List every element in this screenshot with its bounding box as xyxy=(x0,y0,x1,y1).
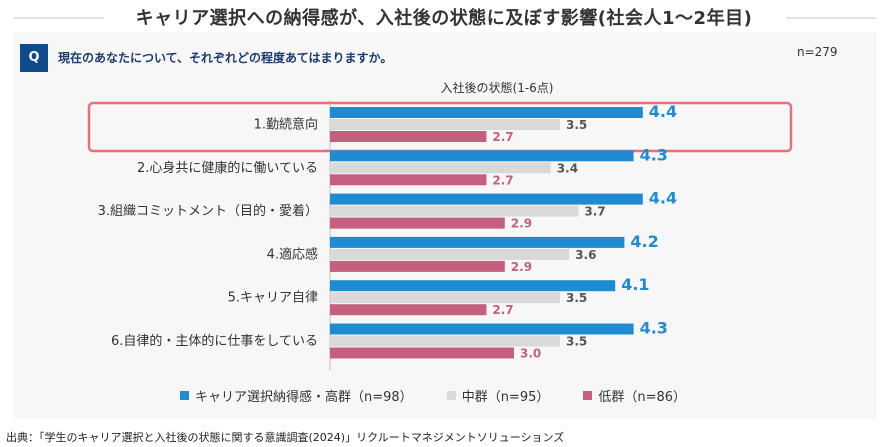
bar-low xyxy=(330,131,487,142)
legend-item-high: キャリア選択納得感・高群（n=98） xyxy=(180,386,413,405)
source-note: 出典：「学生のキャリア選択と入社後の状態に関する意識調査(2024)」リクルート… xyxy=(6,431,565,444)
data-label-low: 2.7 xyxy=(492,130,513,144)
category-label: 6.自律的・主体的に仕事をしている xyxy=(111,333,318,349)
bar-low xyxy=(330,260,505,272)
legend-swatch-low xyxy=(583,391,593,400)
legend-swatch-mid xyxy=(446,391,456,400)
bar-high xyxy=(330,323,634,335)
chart-title: キャリア選択への納得感が、入社後の状態に及ぼす影響(社会人1～2年目) xyxy=(135,8,753,29)
legend-label-high: キャリア選択納得感・高群（n=98） xyxy=(195,390,413,405)
bar-low xyxy=(330,174,487,186)
data-label-mid: 3.4 xyxy=(557,161,578,175)
bar-mid xyxy=(330,292,560,304)
legend-swatch-high xyxy=(180,391,189,400)
data-label-mid: 3.7 xyxy=(584,205,605,219)
data-label-high: 4.3 xyxy=(640,319,668,338)
data-label-mid: 3.5 xyxy=(566,335,587,349)
question-badge: Q xyxy=(20,44,48,72)
data-label-mid: 3.6 xyxy=(575,248,596,262)
category-label: 2.心身共に健康的に働いている xyxy=(137,160,318,176)
bar-low xyxy=(330,304,487,316)
data-label-low: 2.9 xyxy=(511,260,532,274)
bar-mid xyxy=(330,248,570,260)
data-label-mid: 3.5 xyxy=(566,118,587,132)
data-label-high: 4.4 xyxy=(649,189,677,208)
title-bar: キャリア選択への納得感が、入社後の状態に及ぼす影響(社会人1～2年目) xyxy=(0,4,886,30)
data-label-low: 3.0 xyxy=(520,347,541,361)
data-label-high: 4.4 xyxy=(649,102,677,121)
legend-item-mid: 中群（n=95） xyxy=(446,386,550,405)
category-label: 5.キャリア自律 xyxy=(228,291,318,306)
data-label-low: 2.7 xyxy=(492,303,513,317)
category-label: 4.適応感 xyxy=(267,246,318,262)
bar-mid xyxy=(330,335,560,347)
data-label-low: 2.7 xyxy=(492,173,513,187)
legend-label-mid: 中群（n=95） xyxy=(461,390,550,405)
bar-mid xyxy=(330,119,560,130)
legend-label-low: 低群（n=86） xyxy=(598,390,687,405)
sample-size: n=279 xyxy=(797,45,838,59)
bar-low xyxy=(330,347,514,359)
x-axis-label: 入社後の状態(1-6点) xyxy=(441,80,554,95)
bar-high xyxy=(330,150,634,162)
title-divider-left xyxy=(14,17,104,19)
legend: キャリア選択納得感・高群（n=98） 中群（n=95） 低群（n=86） xyxy=(180,386,686,405)
bar-high xyxy=(330,280,616,292)
data-label-high: 4.3 xyxy=(640,145,668,164)
bar-high xyxy=(330,193,643,205)
category-label: 3.組織コミットメント（目的・愛着） xyxy=(98,203,318,219)
bar-mid xyxy=(330,162,551,174)
data-label-high: 4.1 xyxy=(621,275,649,294)
title-divider-right xyxy=(786,17,876,19)
data-label-mid: 3.5 xyxy=(566,291,587,305)
bar-low xyxy=(330,217,505,229)
legend-item-low: 低群（n=86） xyxy=(583,386,686,405)
question-text: 現在のあなたについて、それぞれどの程度あてはまりますか。 xyxy=(58,51,393,65)
data-label-high: 4.2 xyxy=(630,232,658,251)
data-label-low: 2.9 xyxy=(511,217,532,231)
bar-mid xyxy=(330,205,579,217)
category-label: 1.勤続意向 xyxy=(254,117,318,133)
bar-high xyxy=(330,236,625,248)
bar-high xyxy=(330,107,643,118)
